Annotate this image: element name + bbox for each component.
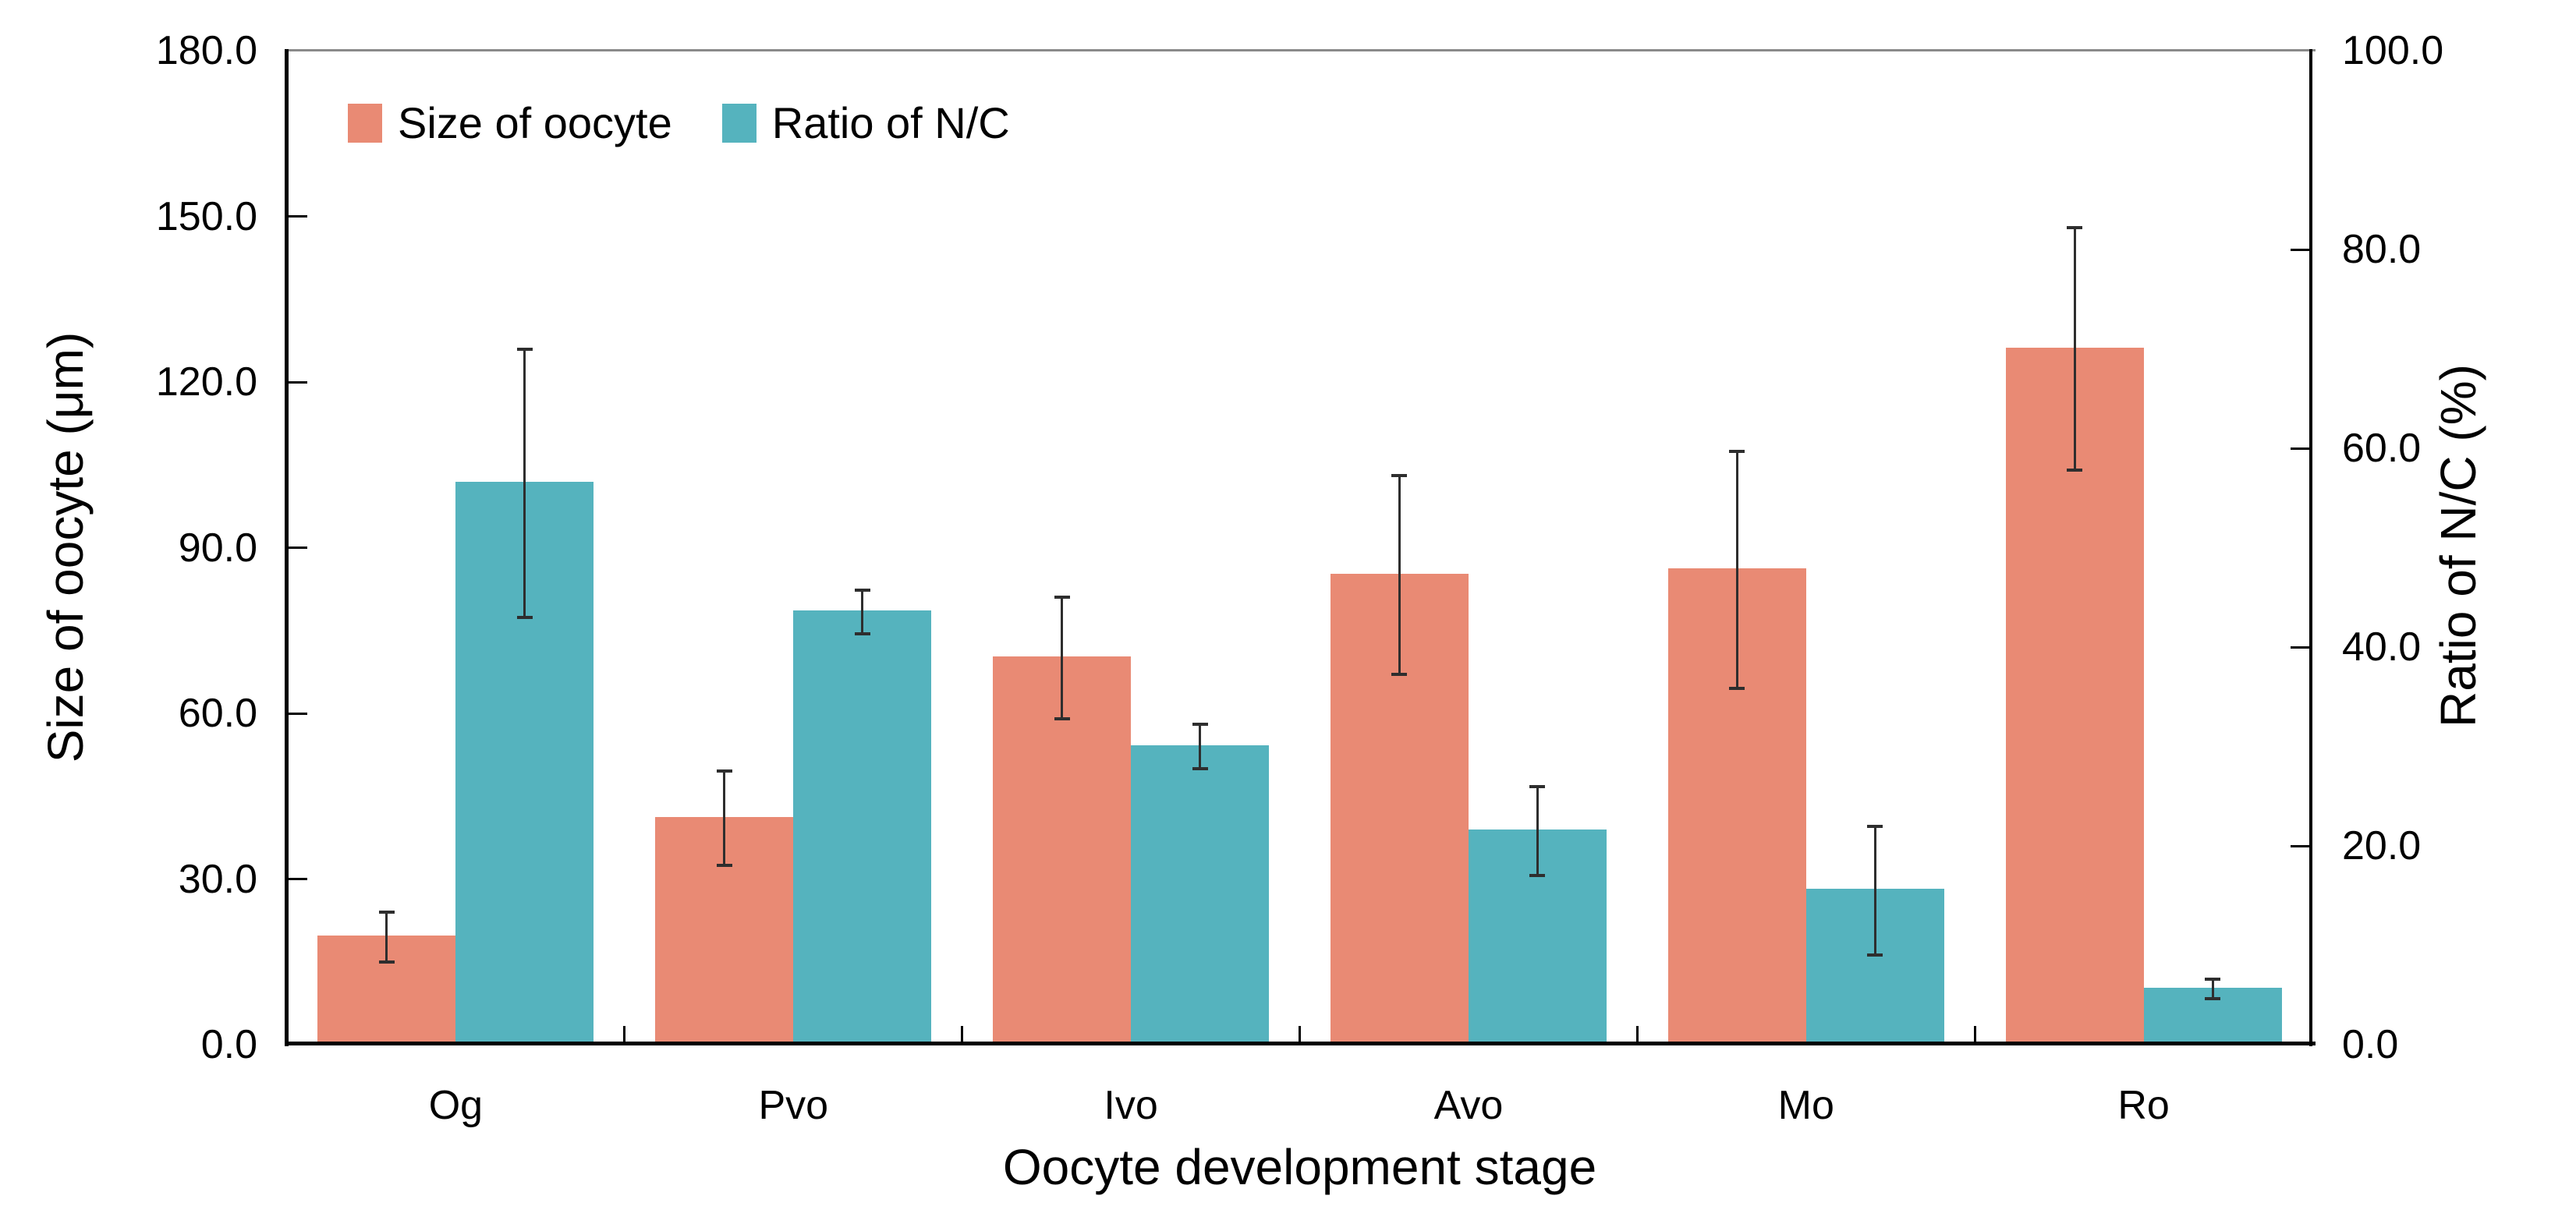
y-tick-label-right: 80.0: [2342, 227, 2422, 272]
bar-size-Ivo: [993, 656, 1132, 1043]
y-tick-right: [2291, 248, 2311, 251]
x-axis: [285, 1042, 2316, 1045]
error-bar-line: [523, 348, 526, 617]
error-bar-line: [1199, 724, 1202, 769]
error-bar-cap-bottom: [1729, 687, 1745, 691]
error-bar-line: [1061, 597, 1064, 720]
error-bar-line: [1536, 786, 1539, 876]
x-boundary-tick: [1973, 1026, 1976, 1043]
y-tick-left: [287, 547, 307, 549]
bar-ratio-Ivo: [1131, 745, 1270, 1043]
error-bar-cap-bottom: [716, 863, 732, 867]
x-category-label: Avo: [1433, 1083, 1504, 1128]
error-bar-cap-top: [1729, 449, 1745, 453]
legend-label-ratio: Ratio of N/C: [771, 98, 1010, 147]
error-bar-line: [723, 771, 726, 865]
legend-item-size-of-oocyte: Size of oocyte: [348, 97, 672, 148]
y-tick-label-right: 0.0: [2342, 1022, 2399, 1067]
legend-swatch-size-icon: [348, 103, 382, 143]
x-axis-title: Oocyte development stage: [1002, 1139, 1597, 1195]
y-tick-right: [2291, 646, 2311, 649]
y-tick-label-left: 90.0: [178, 525, 257, 571]
error-bar-cap-top: [378, 911, 395, 914]
y-axis-title-left: Size of oocyte (μm): [37, 331, 94, 763]
y-tick-label-left: 60.0: [178, 691, 257, 736]
error-bar-cap-top: [1054, 596, 1070, 600]
error-bar-line: [861, 590, 864, 635]
bar-ratio-Pvo: [793, 610, 932, 1043]
error-bar-cap-bottom: [1054, 717, 1070, 721]
y-tick-label-right: 40.0: [2342, 624, 2422, 670]
x-category-label: Ivo: [1104, 1083, 1158, 1128]
error-bar-cap-top: [1391, 474, 1408, 478]
error-bar-cap-top: [516, 347, 533, 351]
y-tick-right: [2291, 844, 2311, 847]
error-bar-line: [1398, 476, 1401, 675]
legend-label-size: Size of oocyte: [398, 98, 672, 147]
x-boundary-tick: [961, 1026, 964, 1043]
error-bar-cap-bottom: [1391, 673, 1408, 677]
error-bar-cap-bottom: [2067, 469, 2083, 472]
y-tick-left: [287, 215, 307, 218]
error-bar-cap-bottom: [854, 632, 870, 636]
y-tick-label-right: 60.0: [2342, 426, 2422, 471]
y-tick-left: [287, 878, 307, 880]
x-category-label: Ro: [2117, 1083, 2170, 1128]
y-tick-label-left: 150.0: [155, 193, 257, 239]
error-bar-cap-top: [2205, 977, 2221, 981]
y-tick-label-right: 20.0: [2342, 823, 2422, 868]
y-tick-left: [287, 712, 307, 715]
error-bar-cap-bottom: [2205, 997, 2221, 1001]
error-bar-cap-bottom: [378, 960, 395, 964]
y-axis-left: [285, 49, 289, 1046]
error-bar-cap-bottom: [1529, 874, 1546, 878]
y-tick-label-left: 0.0: [200, 1022, 257, 1067]
error-bar-cap-top: [1192, 723, 1208, 727]
plot-area: Size of oocyte Ratio of N/C 0.0 30.0 60.0 9…: [156, 28, 2443, 1128]
y-tick-label-left: 180.0: [155, 28, 257, 73]
legend-item-ratio-nc: Ratio of N/C: [721, 97, 1010, 148]
error-bar-cap-bottom: [1192, 766, 1208, 770]
y-axis-title-right: Ratio of N/C (%): [2430, 364, 2486, 727]
x-category-label: Mo: [1777, 1083, 1834, 1128]
y-axis-right: [2309, 49, 2312, 1046]
error-bar-line: [1873, 826, 1876, 956]
legend: Size of oocyte Ratio of N/C: [348, 97, 1010, 148]
y-tick-label-left: 30.0: [178, 856, 257, 902]
y-tick-label-left: 120.0: [155, 359, 257, 405]
error-bar-cap-bottom: [516, 615, 533, 619]
plot-frame-top: [287, 49, 2316, 51]
error-bar-line: [2211, 978, 2214, 999]
x-boundary-tick: [623, 1026, 626, 1043]
x-category-label: Pvo: [758, 1083, 829, 1128]
error-bar-line: [1735, 451, 1738, 689]
error-bar-cap-top: [854, 589, 870, 593]
y-tick-right: [2291, 447, 2311, 450]
error-bar-cap-top: [716, 769, 732, 773]
y-tick-left: [287, 380, 307, 384]
x-category-label: Og: [428, 1083, 484, 1128]
x-boundary-tick: [1635, 1026, 1639, 1043]
error-bar-cap-top: [1867, 824, 1883, 828]
error-bar-cap-top: [1529, 784, 1546, 788]
x-boundary-tick: [1299, 1026, 1301, 1043]
error-bar-cap-top: [2067, 225, 2083, 229]
y-tick-label-right: 100.0: [2342, 28, 2444, 73]
error-bar-cap-bottom: [1867, 953, 1883, 957]
error-bar-line: [2073, 227, 2076, 471]
legend-swatch-ratio-icon: [721, 103, 757, 143]
error-bar-line: [385, 912, 388, 962]
